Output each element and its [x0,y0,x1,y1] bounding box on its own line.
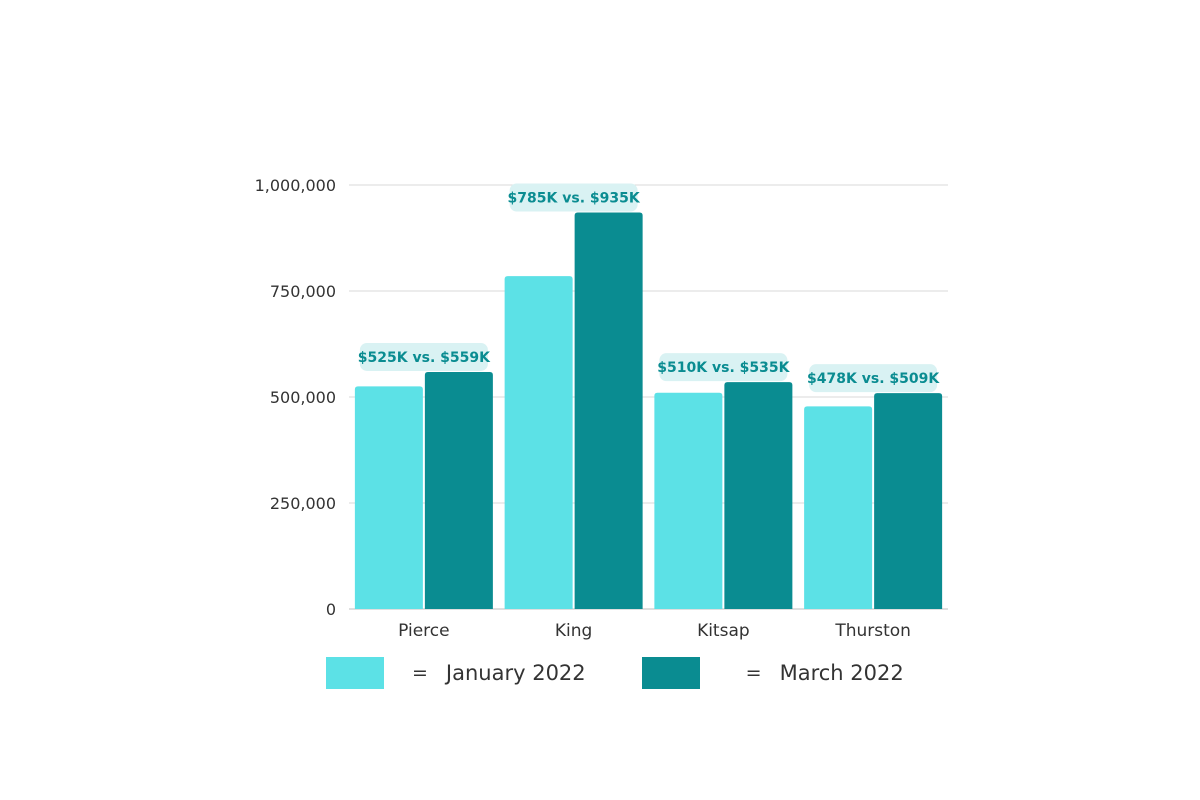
data-label-background [509,183,638,212]
data-label: $510K vs. $535K [657,360,790,376]
data-label: $525K vs. $559K [358,350,491,366]
data-label: $478K vs. $509K [807,371,940,387]
legend-label-march: March 2022 [779,661,904,685]
bar-march-pierce [424,371,493,609]
bar-march-king [574,212,643,609]
x-tick-label: Thurston [834,621,911,641]
y-tick-label: 1,000,000 [255,176,336,195]
bar-january-thurston [804,406,873,609]
bar-march-thurston [874,393,943,609]
bar-january-king [504,276,573,609]
legend: = January 2022 = March 2022 [326,656,904,690]
x-tick-label: King [555,621,592,641]
y-tick-label: 750,000 [270,282,336,301]
legend-label-january: January 2022 [445,661,586,685]
bar-january-pierce [354,386,423,609]
legend-swatch-january [326,657,384,689]
y-tick-label: 500,000 [270,388,336,407]
x-tick-label: Kitsap [697,621,750,641]
data-label-background [659,353,788,382]
legend-equals: = [745,662,762,684]
bar-march-kitsap [724,382,793,609]
x-axis-tick-labels: Pierce King Kitsap Thurston [398,621,911,641]
data-label-background [809,364,938,393]
bar-january-kitsap [654,392,723,609]
y-tick-label: 250,000 [270,494,336,513]
y-axis-tick-labels: 0 250,000 500,000 750,000 1,000,000 [255,176,336,619]
y-tick-label: 0 [326,600,336,619]
legend-item-january: = January 2022 [326,656,586,690]
bars [354,212,943,609]
x-tick-label: Pierce [398,621,449,641]
legend-swatch-march [641,657,700,689]
data-labels: $525K vs. $559K $785K vs. $935K $510K vs. … [358,183,940,393]
data-label: $785K vs. $935K [508,191,641,207]
legend-item-march: = March 2022 [641,656,904,690]
legend-equals: = [412,662,428,684]
data-label-background [359,342,488,371]
